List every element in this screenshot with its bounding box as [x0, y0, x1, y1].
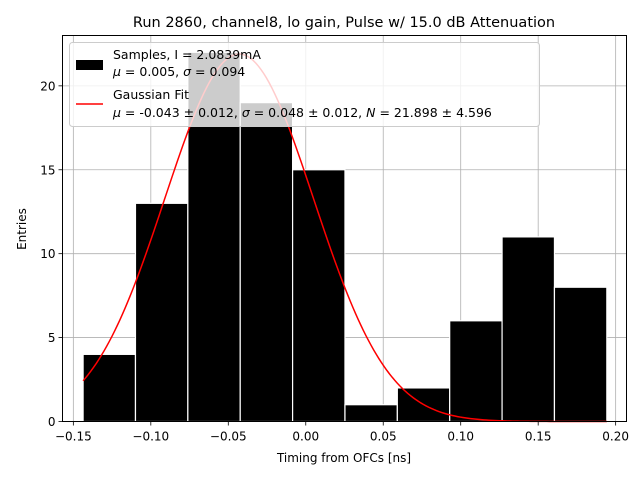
x-tick-label: −0.05 [210, 430, 247, 444]
legend-text-span: = 0.005, [121, 64, 183, 79]
legend-box [69, 42, 540, 127]
y-tick-label: 0 [48, 415, 56, 429]
y-tick-label: 15 [40, 163, 55, 177]
x-tick-label: −0.10 [132, 430, 169, 444]
histogram-bar [553, 286, 608, 423]
legend-fit-stats: μ = -0.043 ± 0.012, σ = 0.048 ± 0.012, N… [112, 105, 492, 120]
x-tick-label: −0.15 [55, 430, 92, 444]
y-tick-label: 20 [40, 79, 55, 93]
histogram-bar [134, 202, 189, 423]
histogram-bar [344, 404, 398, 423]
legend-text-span: μ [112, 64, 121, 79]
legend-text-span: = 0.048 ± 0.012, [250, 105, 366, 120]
x-tick-label: 0.05 [370, 430, 397, 444]
legend-text-span: = 21.898 ± 4.596 [375, 105, 491, 120]
y-axis-label: Entries [15, 208, 29, 250]
histogram-bar [501, 236, 556, 423]
x-tick-label: 0.15 [525, 430, 552, 444]
x-axis-label: Timing from OFCs [ns] [276, 451, 411, 465]
legend-text-span: = -0.043 ± 0.012, [121, 105, 242, 120]
x-axis-ticks: −0.15 −0.10 −0.05 0.00 0.05 0.10 0.15 0.20 [55, 421, 629, 444]
histogram-bar [449, 320, 503, 423]
histogram-bar [291, 169, 346, 423]
histogram-bar [239, 102, 294, 423]
legend-samples-label: Samples, I = 2.0839mA [113, 47, 261, 62]
x-tick-label: 0.10 [447, 430, 474, 444]
legend-samples-stats: μ = 0.005, σ = 0.094 [112, 64, 245, 79]
legend: Samples, I = 2.0839mA μ = 0.005, σ = 0.0… [69, 42, 540, 127]
legend-text-span: μ [112, 105, 121, 120]
y-tick-label: 10 [40, 247, 55, 261]
x-tick-label: 0.20 [602, 430, 629, 444]
plot-frame [62, 35, 627, 422]
legend-samples-swatch [76, 60, 103, 70]
y-tick-label: 5 [48, 331, 56, 345]
y-axis-ticks: 0 5 10 15 20 [40, 79, 63, 429]
legend-text-span: N [366, 105, 376, 120]
legend-text-span: σ [242, 105, 251, 120]
histogram-bars [82, 51, 608, 423]
legend-fit-label: Gaussian Fit [113, 87, 189, 102]
histogram-bar [82, 353, 137, 423]
legend-text-span: σ [183, 64, 192, 79]
legend-text-span: = 0.094 [191, 64, 245, 79]
chart-title: Run 2860, channel8, lo gain, Pulse w/ 15… [133, 15, 555, 31]
x-tick-label: 0.00 [292, 430, 319, 444]
